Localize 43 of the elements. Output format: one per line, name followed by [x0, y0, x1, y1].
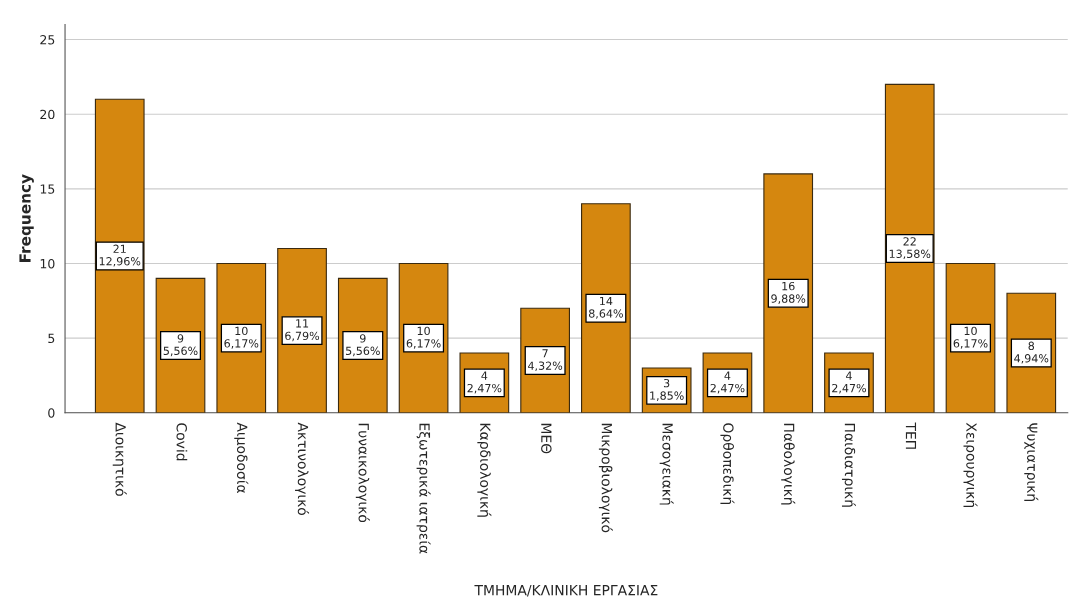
- data-label: 4 2,47%: [832, 371, 866, 394]
- x-tick-label: Χειρουργική: [963, 422, 978, 508]
- bar: [94, 98, 145, 413]
- data-label: 10 6,17%: [953, 326, 988, 349]
- data-label: 16 9,88%: [771, 281, 806, 304]
- data-label: 9 5,56%: [163, 334, 198, 357]
- x-tick-label: Γυναικολογικό: [355, 423, 370, 523]
- x-tick-label: Ορθοπεδική: [720, 423, 735, 505]
- y-axis-title: Frequency: [19, 174, 34, 262]
- data-label: 8 4,94%: [1014, 341, 1049, 364]
- y-tick-label: 25: [40, 35, 55, 45]
- x-tick-label: Εξωτερικά ιατρεία: [416, 423, 431, 554]
- y-tick-label: 5: [48, 333, 55, 344]
- data-label: 11 6,79%: [285, 319, 320, 342]
- x-tick-label: Μεσογειακή: [659, 423, 674, 505]
- data-label: 3 1,85%: [650, 378, 684, 401]
- data-label: 7 4,32%: [528, 349, 563, 372]
- bar: [763, 173, 814, 413]
- y-tick-label: 15: [40, 184, 55, 194]
- data-label: 10 6,17%: [406, 326, 441, 349]
- y-tick-label: 0: [48, 408, 55, 418]
- y-tick-label: 20: [40, 109, 55, 120]
- data-label: 4 2,47%: [467, 371, 502, 394]
- x-tick-label: Καρδιολογική: [477, 423, 492, 517]
- x-tick-label: Ψυχιατρική: [1024, 423, 1039, 501]
- x-tick-label: Διοικητικό: [112, 422, 127, 496]
- data-label: 21 12,96%: [99, 244, 141, 267]
- x-tick-label: Παθολογική: [781, 423, 796, 505]
- data-label: 14 8,64%: [589, 296, 623, 319]
- x-tick-label: Μικροβιολογικό: [598, 423, 613, 533]
- x-tick-label: Αιμοδοσία: [234, 422, 249, 493]
- bar: [884, 83, 935, 413]
- x-tick-label: Ακτινολογικό: [295, 422, 310, 516]
- x-axis-title: ΤΜΗΜΑ/ΚΛΙΝΙΚΗ ΕΡΓΑΣΙΑΣ: [474, 585, 658, 597]
- data-label: 22 13,58%: [889, 237, 931, 260]
- data-label: 4 2,47%: [710, 371, 745, 394]
- x-tick-label: ΤΕΠ: [905, 422, 917, 449]
- data-label: 9 5,56%: [346, 334, 380, 357]
- x-tick-label: ΜΕΘ: [541, 423, 552, 454]
- x-tick-label: Παιδιατρική: [841, 423, 856, 507]
- x-tick-label: Covid: [176, 423, 188, 461]
- data-label: 10 6,17%: [224, 326, 259, 349]
- y-tick-label: 10: [40, 258, 55, 269]
